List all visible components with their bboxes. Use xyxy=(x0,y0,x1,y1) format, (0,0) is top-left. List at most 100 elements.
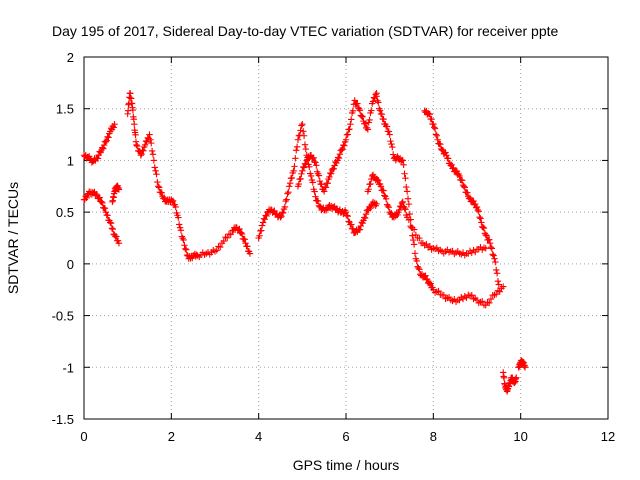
data-point xyxy=(316,177,323,185)
data-point-interp xyxy=(367,180,374,188)
data-point xyxy=(312,193,319,200)
data-point xyxy=(115,239,123,247)
data-point-interp xyxy=(437,140,444,148)
data-point-interp xyxy=(301,141,309,148)
data-point-interp xyxy=(96,194,103,201)
data-point-interp xyxy=(258,227,265,234)
data-point xyxy=(495,281,503,288)
data-point-interp xyxy=(489,251,496,258)
data-point xyxy=(338,146,345,154)
series-lower-early xyxy=(80,188,123,247)
data-point xyxy=(242,239,249,247)
data-point xyxy=(373,200,380,208)
data-point-interp xyxy=(477,215,484,222)
data-point-interp xyxy=(93,190,100,198)
data-point-interp xyxy=(322,184,330,191)
data-point-interp xyxy=(336,151,344,158)
data-point xyxy=(131,121,138,128)
series-late-low xyxy=(500,369,520,395)
data-point xyxy=(478,219,485,226)
data-point-interp xyxy=(217,243,224,251)
data-point-interp xyxy=(385,204,392,211)
data-point-interp xyxy=(335,154,343,162)
grid xyxy=(84,57,608,419)
series-descent-a xyxy=(373,93,507,309)
data-point xyxy=(181,242,188,249)
data-point-interp xyxy=(361,214,368,221)
data-point xyxy=(355,105,363,112)
data-point xyxy=(277,214,284,221)
data-point-interp xyxy=(432,131,440,138)
data-point-interp xyxy=(104,133,111,140)
data-point-interp xyxy=(340,141,347,149)
x-tick-label: 8 xyxy=(430,429,437,444)
data-point-interp xyxy=(284,190,291,197)
data-point-interp xyxy=(180,236,187,244)
series-descent-b xyxy=(364,171,489,259)
data-point-interp xyxy=(105,134,112,141)
data-point-interp xyxy=(279,209,286,216)
data-point-interp xyxy=(348,116,355,123)
data-point-interp xyxy=(295,180,303,188)
data-point-interp xyxy=(385,128,392,135)
data-point-interp xyxy=(401,170,408,177)
data-point-interp xyxy=(493,266,500,274)
data-point xyxy=(373,93,380,100)
data-point-interp xyxy=(282,197,289,205)
data-point-interp xyxy=(108,225,116,232)
data-point-interp xyxy=(283,196,290,203)
data-point-interp xyxy=(433,244,441,251)
data-point-interp xyxy=(405,200,413,208)
data-point-interp xyxy=(479,224,487,231)
data-point-interp xyxy=(367,204,374,212)
series-late-rise xyxy=(515,357,529,371)
data-point-interp xyxy=(104,212,111,219)
data-point-interp xyxy=(339,145,346,153)
data-point xyxy=(294,136,302,143)
series-descent-c xyxy=(421,107,503,288)
x-tick-label: 10 xyxy=(513,429,527,444)
data-point xyxy=(342,208,350,216)
data-point-interp xyxy=(107,219,115,227)
data-point-interp xyxy=(400,161,407,169)
data-point-interp xyxy=(492,258,499,266)
data-point xyxy=(399,198,406,205)
data-point-interp xyxy=(182,245,189,253)
data-point xyxy=(299,167,306,174)
data-point xyxy=(238,229,245,237)
data-point xyxy=(521,364,529,371)
data-point-interp xyxy=(404,195,412,202)
data-point-interp xyxy=(143,138,151,145)
data-point-interp xyxy=(236,225,243,233)
data-point-interp xyxy=(493,270,501,277)
data-point xyxy=(281,203,289,211)
data-point-interp xyxy=(258,222,266,229)
data-point-interp xyxy=(368,107,375,114)
data-point-interp xyxy=(424,275,431,283)
data-point-interp xyxy=(487,295,495,303)
data-point-interp xyxy=(388,140,395,148)
data-point-interp xyxy=(479,298,486,305)
data-point-interp xyxy=(387,137,394,145)
data-point xyxy=(98,198,105,205)
data-point-interp xyxy=(288,174,296,182)
series-day-b xyxy=(294,90,380,195)
data-point-interp xyxy=(405,216,413,224)
data-point-interp xyxy=(153,170,160,178)
y-axis-label: SDTVAR / TECUs xyxy=(5,182,21,294)
data-point-interp xyxy=(262,212,269,219)
data-point-interp xyxy=(381,192,388,199)
data-point-interp xyxy=(99,199,106,207)
data-point xyxy=(399,157,406,164)
x-tick-labels: 0 2 4 6 8 10 12 xyxy=(80,429,615,444)
data-point-interp xyxy=(110,124,117,131)
data-point-interp xyxy=(410,236,417,244)
data-point xyxy=(456,172,463,180)
data-point-interp xyxy=(109,225,117,233)
data-point-interp xyxy=(474,206,482,214)
data-point xyxy=(486,239,494,247)
data-point-interp xyxy=(468,291,475,299)
data-point xyxy=(513,374,520,381)
data-point-interp xyxy=(155,184,163,191)
data-point-interp xyxy=(382,195,390,203)
